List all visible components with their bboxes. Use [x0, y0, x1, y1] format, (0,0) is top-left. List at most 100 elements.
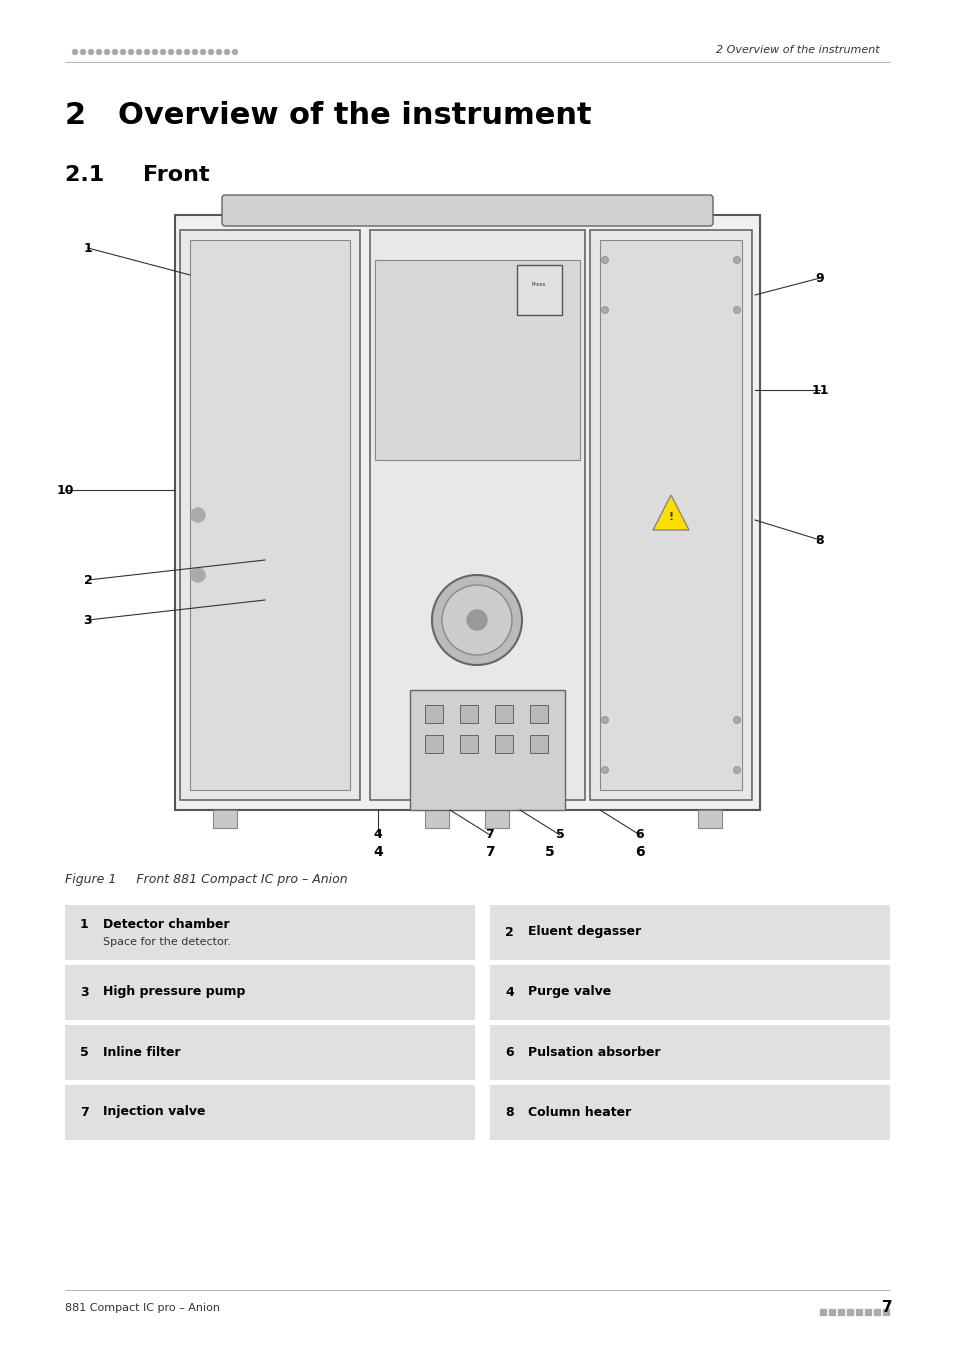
FancyBboxPatch shape	[459, 705, 477, 724]
FancyBboxPatch shape	[375, 261, 579, 460]
Text: 6: 6	[504, 1045, 513, 1058]
Circle shape	[733, 767, 740, 774]
Text: 8: 8	[504, 1106, 513, 1119]
Text: 2 Overview of the instrument: 2 Overview of the instrument	[716, 45, 879, 55]
Text: Column heater: Column heater	[527, 1106, 631, 1119]
FancyBboxPatch shape	[495, 734, 513, 753]
Circle shape	[191, 508, 205, 522]
FancyBboxPatch shape	[530, 705, 547, 724]
FancyBboxPatch shape	[180, 230, 359, 801]
FancyBboxPatch shape	[65, 965, 475, 1021]
Bar	[882, 1310, 888, 1315]
Circle shape	[169, 50, 173, 54]
Text: Pulsation absorber: Pulsation absorber	[527, 1045, 659, 1058]
Text: 3: 3	[80, 986, 89, 999]
FancyBboxPatch shape	[65, 1085, 475, 1139]
Text: Inline filter: Inline filter	[103, 1045, 180, 1058]
Circle shape	[216, 50, 221, 54]
Circle shape	[209, 50, 213, 54]
Bar	[846, 1310, 852, 1315]
Text: 4: 4	[504, 986, 514, 999]
Circle shape	[184, 50, 190, 54]
Circle shape	[733, 306, 740, 313]
FancyBboxPatch shape	[490, 965, 889, 1021]
Text: 2: 2	[504, 926, 514, 938]
FancyBboxPatch shape	[410, 690, 564, 810]
Bar	[820, 1310, 825, 1315]
Text: Eluent degasser: Eluent degasser	[527, 926, 640, 938]
FancyBboxPatch shape	[424, 705, 442, 724]
FancyBboxPatch shape	[495, 705, 513, 724]
Text: 9: 9	[815, 271, 823, 285]
FancyBboxPatch shape	[698, 810, 721, 828]
FancyBboxPatch shape	[65, 904, 475, 960]
FancyBboxPatch shape	[370, 230, 584, 801]
FancyBboxPatch shape	[213, 810, 236, 828]
Circle shape	[601, 306, 608, 313]
Text: 5: 5	[555, 829, 564, 841]
FancyBboxPatch shape	[459, 734, 477, 753]
Circle shape	[733, 717, 740, 724]
Circle shape	[193, 50, 197, 54]
Text: !: !	[668, 512, 673, 522]
Circle shape	[601, 717, 608, 724]
FancyBboxPatch shape	[484, 810, 509, 828]
FancyBboxPatch shape	[424, 734, 442, 753]
Circle shape	[160, 50, 165, 54]
Circle shape	[432, 575, 521, 666]
Circle shape	[200, 50, 205, 54]
Circle shape	[224, 50, 230, 54]
Text: 11: 11	[810, 383, 828, 397]
Text: 6: 6	[635, 829, 643, 841]
FancyBboxPatch shape	[490, 1025, 889, 1080]
Bar	[864, 1310, 870, 1315]
Text: 7: 7	[485, 845, 495, 859]
Text: 1: 1	[80, 918, 89, 930]
Circle shape	[112, 50, 117, 54]
Text: Injection valve: Injection valve	[103, 1106, 205, 1119]
Circle shape	[89, 50, 93, 54]
Text: 2: 2	[84, 574, 92, 586]
Text: 3: 3	[84, 613, 92, 626]
Circle shape	[120, 50, 126, 54]
Text: Detector chamber: Detector chamber	[103, 918, 230, 930]
Text: Press: Press	[531, 282, 546, 288]
Bar	[855, 1310, 862, 1315]
Circle shape	[129, 50, 133, 54]
Text: 5: 5	[80, 1045, 89, 1058]
Text: 5: 5	[544, 845, 555, 859]
Bar	[837, 1310, 843, 1315]
FancyBboxPatch shape	[490, 904, 889, 960]
Bar	[828, 1310, 834, 1315]
Text: 881 Compact IC pro – Anion: 881 Compact IC pro – Anion	[65, 1303, 220, 1314]
Circle shape	[467, 610, 486, 630]
FancyBboxPatch shape	[174, 215, 760, 810]
Text: Purge valve: Purge valve	[527, 986, 611, 999]
Text: 2   Overview of the instrument: 2 Overview of the instrument	[65, 100, 591, 130]
FancyBboxPatch shape	[517, 265, 561, 315]
Text: 1: 1	[84, 242, 92, 255]
Text: 10: 10	[56, 483, 73, 497]
Text: 7: 7	[80, 1106, 89, 1119]
Text: 7: 7	[882, 1300, 892, 1315]
FancyBboxPatch shape	[490, 1085, 889, 1139]
Text: 4: 4	[374, 829, 382, 841]
FancyBboxPatch shape	[222, 194, 712, 225]
Text: High pressure pump: High pressure pump	[103, 986, 245, 999]
Text: 8: 8	[815, 533, 823, 547]
Circle shape	[136, 50, 141, 54]
Text: 4: 4	[373, 845, 382, 859]
Text: Figure 1     Front 881 Compact IC pro – Anion: Figure 1 Front 881 Compact IC pro – Anio…	[65, 873, 347, 887]
Circle shape	[176, 50, 181, 54]
Circle shape	[441, 585, 512, 655]
Circle shape	[601, 767, 608, 774]
FancyBboxPatch shape	[589, 230, 751, 801]
Circle shape	[144, 50, 150, 54]
Circle shape	[72, 50, 77, 54]
Text: 2.1     Front: 2.1 Front	[65, 165, 210, 185]
Circle shape	[233, 50, 237, 54]
FancyBboxPatch shape	[65, 1025, 475, 1080]
FancyBboxPatch shape	[190, 240, 350, 790]
Polygon shape	[652, 495, 688, 531]
FancyBboxPatch shape	[424, 810, 449, 828]
